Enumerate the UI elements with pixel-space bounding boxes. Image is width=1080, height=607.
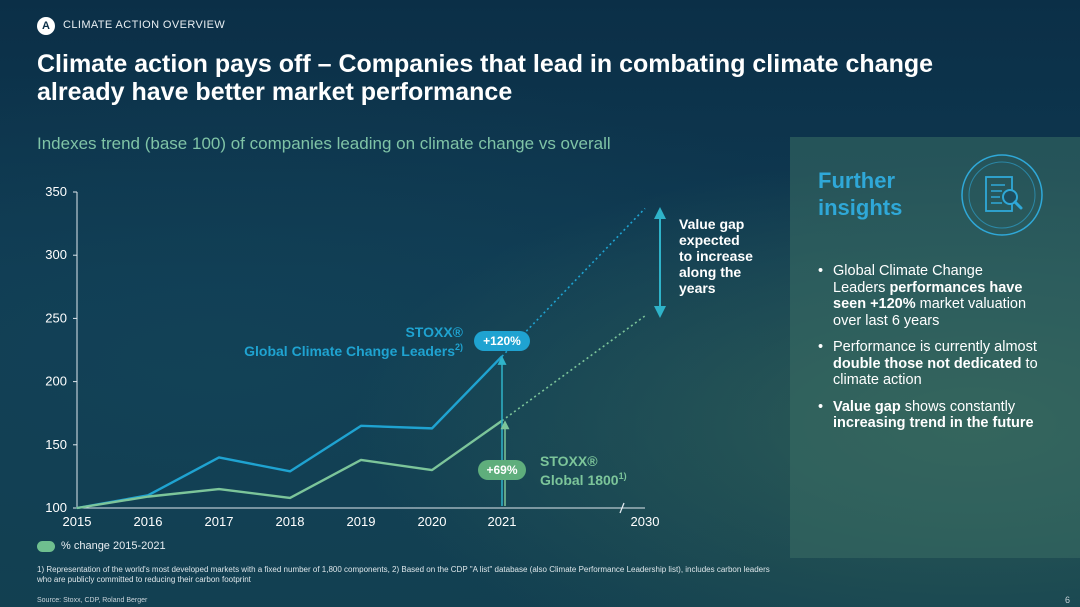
- x-tick-label: 2018: [276, 514, 305, 529]
- page-title: Climate action pays off – Companies that…: [37, 50, 934, 106]
- series-label-global-line2: Global 18001): [540, 471, 627, 488]
- series-label-global-line1: STOXX®: [540, 453, 598, 469]
- data-point: [289, 497, 291, 499]
- legend-label: % change 2015-2021: [61, 540, 166, 552]
- page-number: 6: [1064, 595, 1070, 605]
- axis-break: [619, 502, 625, 514]
- change-badge-global-bg: [478, 460, 526, 480]
- x-tick-label: 2021: [488, 514, 517, 529]
- insight-item: Global Climate Change Leaders performanc…: [818, 263, 1038, 329]
- value-gap-annotation: to increase: [679, 248, 753, 264]
- data-point: [289, 470, 291, 473]
- footnote: 1) Representation of the world's most de…: [37, 565, 770, 584]
- x-tick-label: 2030: [631, 514, 660, 529]
- x-tick-label: 2015: [63, 514, 92, 529]
- y-tick-label: 200: [45, 374, 67, 389]
- series-line: [76, 355, 503, 510]
- document-search-icon: [961, 154, 1043, 236]
- series-line: [76, 419, 503, 510]
- change-badge-leaders-bg: [474, 331, 530, 351]
- projection-line: [501, 207, 646, 357]
- series-label-leaders-footnote-ref: 2): [455, 342, 463, 352]
- x-tick-label: 2020: [418, 514, 447, 529]
- value-gap-annotation: Value gap: [679, 216, 744, 232]
- data-point: [147, 495, 149, 498]
- y-tick-label: 150: [45, 437, 67, 452]
- data-point: [360, 425, 362, 427]
- data-point: [76, 507, 78, 509]
- data-point: [431, 469, 433, 471]
- y-tick-label: 100: [45, 500, 67, 515]
- x-tick-label: 2016: [134, 514, 163, 529]
- change-badge-leaders: +120%: [483, 334, 521, 348]
- insights-title-line2: insights: [818, 195, 903, 220]
- y-tick-label: 350: [45, 184, 67, 199]
- source-note: Source: Stoxx, CDP, Roland Berger: [37, 597, 148, 604]
- insights-panel: Further insights Global Climate Change L…: [790, 137, 1080, 558]
- line-chart: 100 150 200 250 300 350 2015 2016 2017 2018 2019 20…: [45, 184, 753, 529]
- series-label-leaders-line1: STOXX®: [405, 324, 463, 340]
- data-point: [501, 355, 503, 358]
- value-gap-annotation: along the: [679, 264, 741, 280]
- x-tick-label: 2017: [205, 514, 234, 529]
- data-point: [360, 459, 362, 461]
- y-tick-label: 300: [45, 247, 67, 262]
- insight-item: Performance is currently almost double t…: [818, 339, 1038, 389]
- legend-swatch: [37, 541, 55, 552]
- value-gap-annotation: years: [679, 280, 716, 296]
- change-badge-global: +69%: [486, 463, 517, 477]
- value-gap-annotation: expected: [679, 232, 740, 248]
- chart-subtitle: Indexes trend (base 100) of companies le…: [37, 134, 611, 153]
- projection-line: [501, 315, 646, 422]
- series-label-global-footnote-ref: 1): [619, 471, 627, 481]
- data-point: [431, 427, 433, 430]
- series-label-leaders-line2: Global Climate Change Leaders2): [244, 342, 463, 359]
- data-point: [218, 456, 220, 459]
- section-label: CLIMATE ACTION OVERVIEW: [63, 19, 226, 31]
- x-tick-label: 2019: [347, 514, 376, 529]
- insights-title-line1: Further: [818, 168, 895, 193]
- insights-title: Further insights: [818, 167, 958, 221]
- section-badge: A: [37, 17, 55, 35]
- insights-list: Global Climate Change Leaders performanc…: [818, 263, 1038, 442]
- insight-item: Value gap shows constantly increasing tr…: [818, 399, 1038, 432]
- y-tick-label: 250: [45, 310, 67, 325]
- data-point: [218, 488, 220, 490]
